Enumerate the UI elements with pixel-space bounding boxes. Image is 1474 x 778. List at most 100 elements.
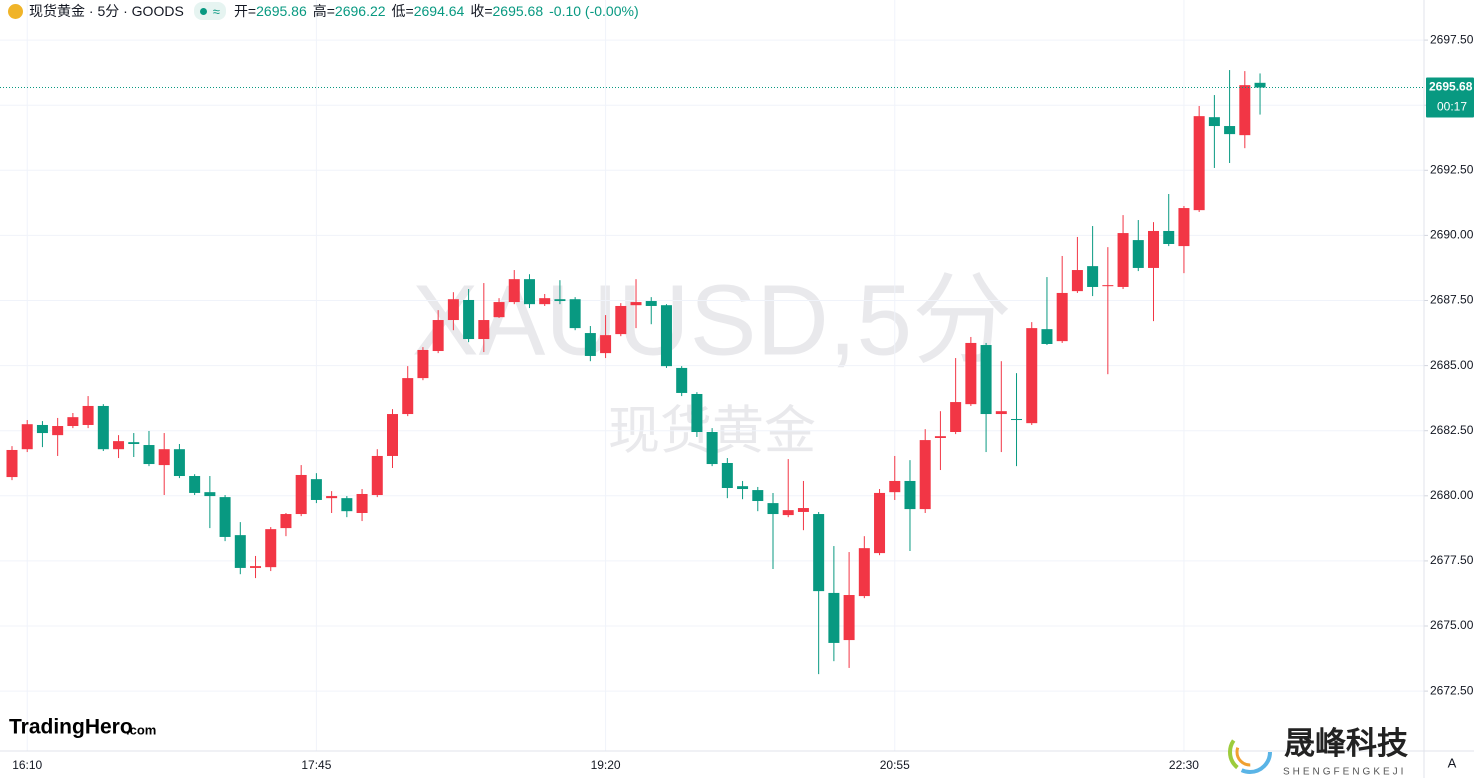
candle-body (600, 335, 612, 354)
last-price-box (1426, 77, 1474, 118)
candle-body (219, 497, 231, 537)
candle-body (432, 320, 444, 352)
open-label: 开= (233, 3, 257, 19)
high-label: 高= (312, 3, 335, 19)
x-tick-label: 19:20 (591, 758, 621, 772)
candle-body (1011, 418, 1023, 421)
candle-body (387, 414, 398, 456)
candle-body (234, 535, 246, 568)
candle-body (1193, 116, 1205, 211)
scale-button[interactable]: A (1448, 755, 1457, 770)
candle-body (67, 417, 79, 427)
market-status[interactable]: ≈ (193, 2, 226, 20)
candle-body (143, 445, 155, 465)
candle-body (1163, 230, 1175, 244)
candle-body (189, 476, 201, 493)
candle-body (615, 305, 627, 335)
candle-body (280, 514, 292, 529)
candle-body (1239, 85, 1251, 136)
candle-body (402, 378, 414, 415)
candle-body (737, 486, 749, 490)
candle-body (493, 302, 505, 318)
candle-body (1148, 230, 1159, 268)
change-value: -0.10 (-0.00%) (549, 3, 639, 19)
low-value: 2694.64 (413, 3, 465, 19)
candle-body (1071, 270, 1083, 292)
candle-body (569, 299, 581, 329)
status-icon: ≈ (212, 3, 220, 19)
y-tick-label: 2690.00 (1430, 228, 1474, 242)
candle-body (97, 405, 109, 450)
candle-body (539, 298, 551, 305)
candle-body (1117, 233, 1129, 287)
high-value: 2696.22 (334, 3, 386, 19)
close-value: 2695.68 (492, 3, 544, 19)
candle-body (965, 342, 977, 405)
candle-body (995, 411, 1007, 415)
candle-body (904, 480, 916, 510)
x-tick-label: 22:30 (1169, 758, 1199, 772)
candle-body (584, 333, 596, 356)
candle-body (660, 305, 672, 367)
candle-body (797, 508, 809, 512)
candle-body (767, 503, 779, 515)
y-tick-label: 2677.50 (1430, 553, 1474, 567)
candle-body (173, 449, 185, 477)
brand-right-sub: SHENGFENGKEJI (1283, 767, 1406, 778)
y-tick-label: 2672.50 (1430, 683, 1474, 697)
brand-right-logo (1228, 730, 1272, 774)
candle-body (36, 424, 48, 434)
candle-body (158, 449, 170, 466)
brand-left-suffix: .com (126, 722, 156, 737)
legend-header: 现货黄金 · 5分 · GOODS ≈ 开= 2695.86 高= 2696.22 … (8, 1, 639, 21)
candle-body (645, 301, 657, 306)
candle-body (478, 320, 490, 340)
x-tick-label: 20:55 (880, 758, 910, 772)
candle-body (356, 493, 368, 513)
candle-body (1087, 266, 1099, 287)
candle-body (1041, 329, 1053, 344)
candle-body (1102, 285, 1114, 287)
candle-body (128, 442, 140, 444)
close-label: 收= (470, 3, 493, 19)
candle-body (250, 566, 262, 568)
last-price-label: 2695.68 (1429, 80, 1473, 94)
logo-ring (1228, 730, 1272, 774)
candle-body (813, 514, 825, 592)
candle-body (980, 345, 992, 415)
candle-body (508, 279, 520, 303)
y-tick-label: 2687.50 (1430, 293, 1474, 307)
candle-body (82, 405, 94, 425)
candle-body (1132, 240, 1144, 268)
candle-body (1178, 208, 1190, 247)
candle-body (1254, 82, 1266, 88)
symbol-icon (8, 3, 23, 19)
candle-body (326, 496, 338, 499)
candle-body (782, 510, 794, 516)
candle-body (463, 299, 475, 340)
candle-body (554, 299, 566, 302)
candle-body (523, 279, 535, 305)
countdown-label: 00:17 (1437, 100, 1467, 114)
candle-body (843, 595, 855, 641)
candle-body (858, 548, 870, 597)
candle-body (721, 462, 733, 488)
candle-body (21, 424, 33, 450)
candle-body (204, 492, 216, 497)
candle-body (676, 367, 688, 393)
candle-body (52, 426, 64, 436)
symbol-name[interactable]: 现货黄金 · 5分 · GOODS (29, 3, 184, 19)
candle-body (295, 474, 307, 515)
candle-body (919, 440, 931, 510)
candle-body (874, 492, 886, 554)
brand-left: TradingHero (9, 716, 133, 739)
candle-body (1224, 126, 1236, 135)
x-tick-label: 17:45 (301, 758, 331, 772)
candle-body (417, 349, 429, 379)
candle-body (341, 498, 353, 512)
candle-body (691, 393, 703, 433)
candle-body (265, 529, 277, 568)
watermark: XAUUSD,5分 (412, 264, 1012, 376)
